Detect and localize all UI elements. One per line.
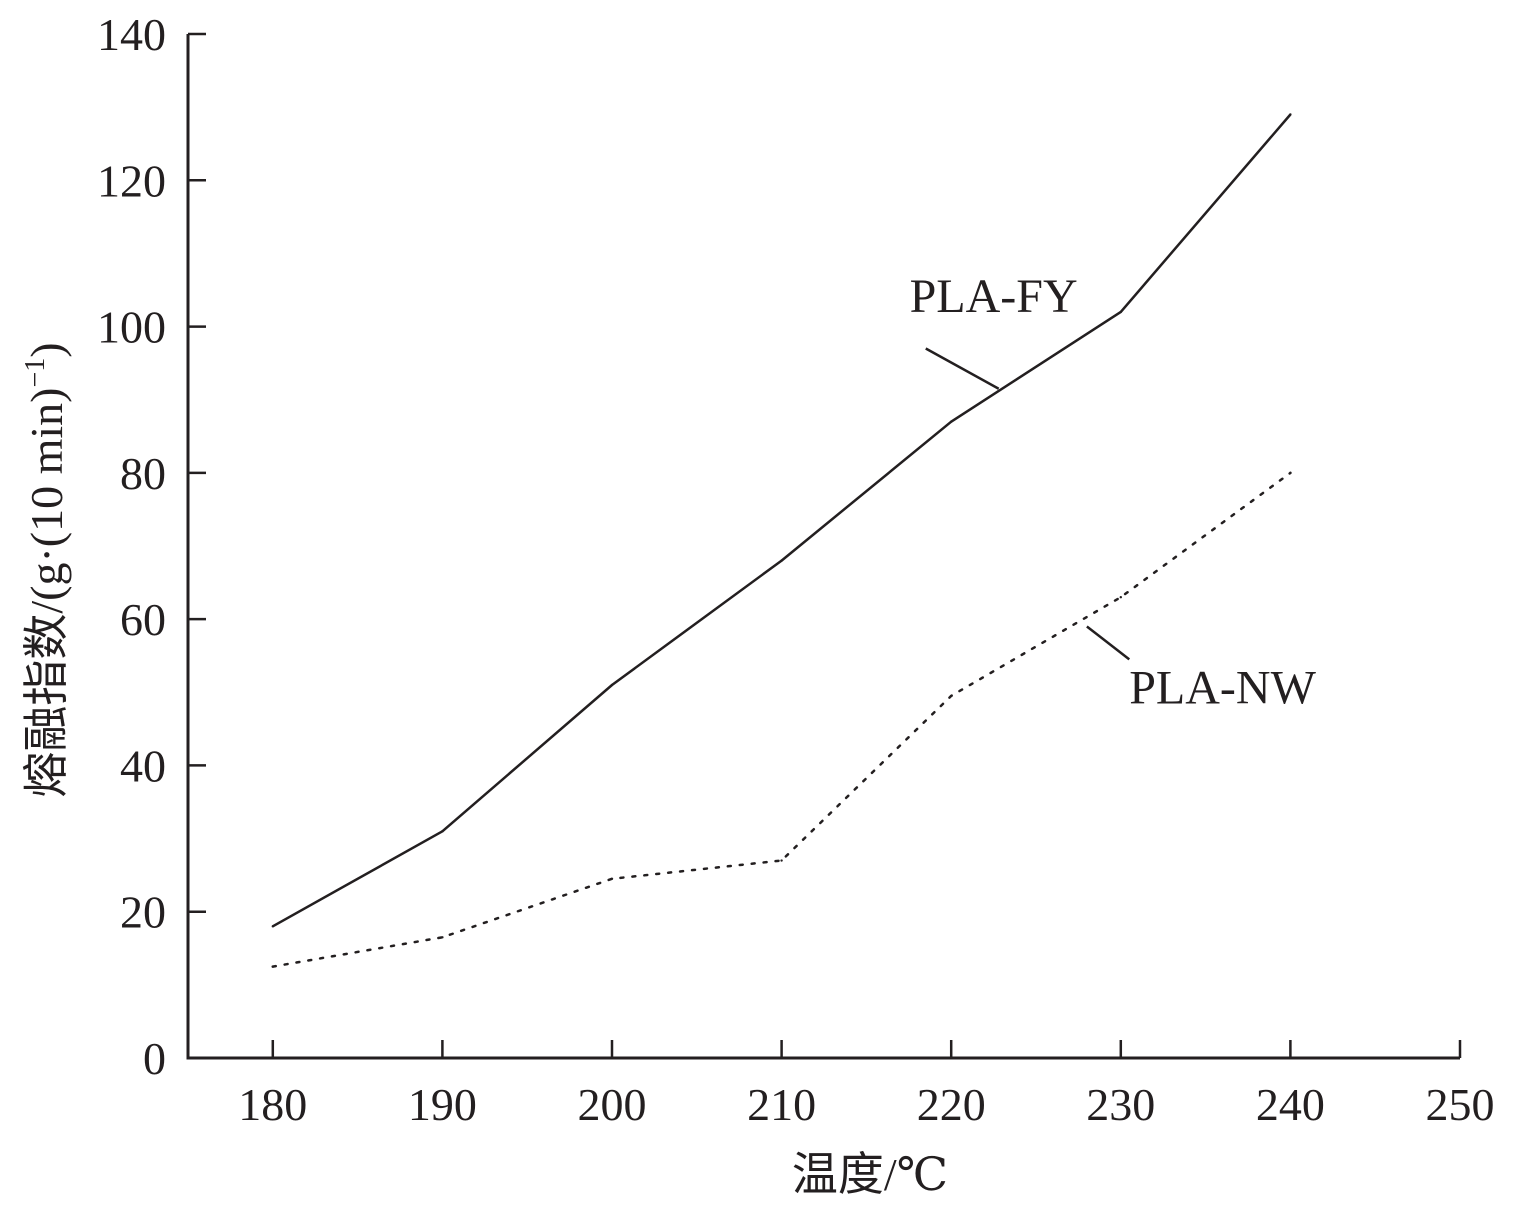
y-axis-title-main: 熔融指数/(g·(10 min) [21,388,72,798]
y-axis-title-close: ) [21,342,72,357]
y-tick-label: 140 [97,9,166,60]
series-label: PLA-NW [1129,661,1316,714]
x-tick-label: 230 [1086,1079,1155,1130]
x-tick-label: 240 [1256,1079,1325,1130]
series-point-0 [441,830,444,833]
y-axis-title-exponent: −1 [20,358,51,388]
y-tick-label: 40 [120,740,166,791]
series-point-0 [950,420,953,423]
y-axis-title: 熔融指数/(g·(10 min)−1) [20,342,72,797]
x-tick-label: 210 [747,1079,816,1130]
series-label-leader [1086,625,1131,661]
series-point-1 [441,936,444,939]
y-tick-label: 60 [120,594,166,645]
series-label: PLA-FY [910,270,1078,323]
series-label-leader [925,347,1000,390]
series-point-0 [780,559,783,562]
series-point-0 [271,925,274,928]
series-point-1 [271,965,274,968]
x-tick-label: 250 [1426,1079,1495,1130]
x-axis-title: 温度/℃ [792,1149,948,1200]
x-tick-label: 220 [917,1079,986,1130]
series-point-1 [780,859,783,862]
series-line-0 [272,113,1292,928]
series-point-0 [610,683,614,687]
series-point-1 [950,694,953,698]
x-tick-label: 200 [578,1079,647,1130]
series-point-1 [1119,596,1123,599]
y-tick-label: 80 [120,448,166,499]
y-tick-label: 20 [120,887,166,938]
x-tick-label: 180 [238,1079,307,1130]
x-axis: 180 190 200 210 220 230 240 250 [188,1040,1495,1130]
series-point-1 [1289,471,1292,475]
series-point-0 [1289,113,1292,116]
series-line-1 [271,471,1292,968]
y-tick-label: 0 [143,1033,166,1084]
y-tick-label: 120 [97,155,166,206]
series-labels: PLA-FY PLA-NW [910,270,1317,714]
y-tick-label: 100 [97,302,166,353]
series-point-1 [610,877,614,880]
series-point-0 [1119,310,1123,314]
series-layer [271,113,1292,968]
y-axis: 0 20 40 60 80 100 120 140 [97,9,206,1084]
x-tick-label: 190 [408,1079,477,1130]
